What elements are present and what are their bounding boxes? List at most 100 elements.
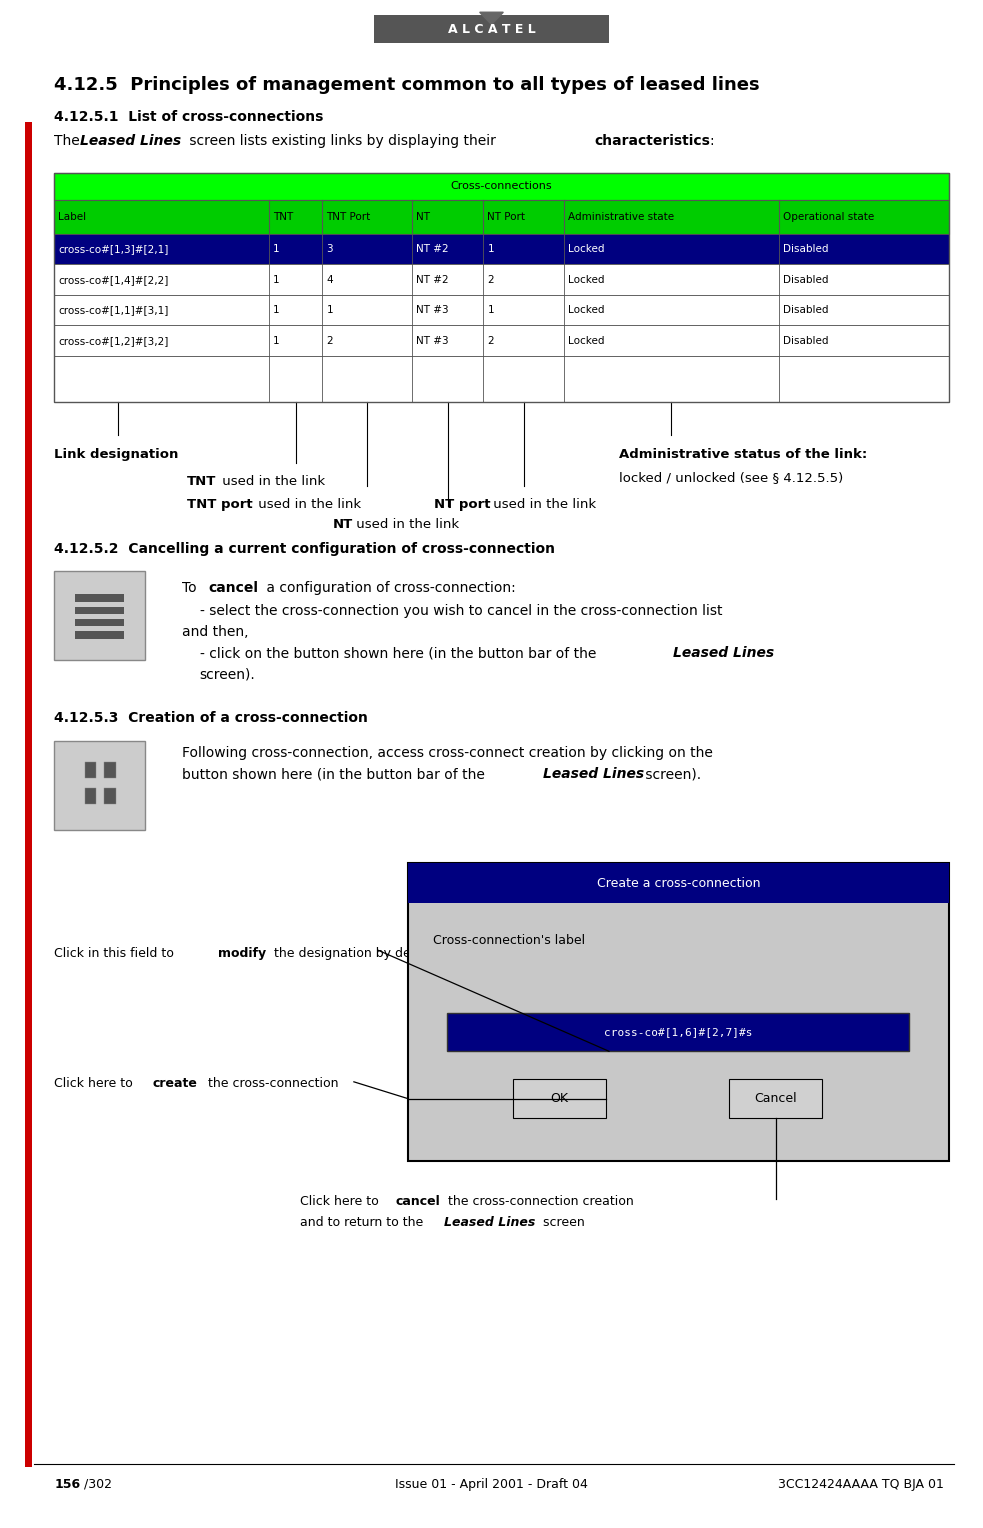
Text: 1: 1: [488, 244, 494, 254]
Bar: [54, 325, 949, 356]
Bar: [447, 1013, 909, 1051]
Bar: [104, 788, 116, 804]
Text: Cancel: Cancel: [754, 1093, 797, 1105]
Text: - select the cross-connection you wish to cancel in the cross-connection list: - select the cross-connection you wish t…: [200, 604, 723, 617]
Text: Click here to: Click here to: [300, 1195, 382, 1209]
Polygon shape: [480, 12, 503, 24]
Text: Click in this field to: Click in this field to: [54, 947, 178, 961]
Text: Operational state: Operational state: [782, 212, 874, 222]
Bar: [54, 264, 949, 295]
Text: Locked: Locked: [568, 306, 605, 315]
Text: NT: NT: [332, 518, 353, 532]
Text: OK: OK: [550, 1093, 568, 1105]
Text: Disabled: Disabled: [782, 306, 828, 315]
Text: Administrative status of the link:: Administrative status of the link:: [619, 448, 868, 461]
Bar: [54, 741, 145, 830]
Text: a configuration of cross-connection:: a configuration of cross-connection:: [262, 581, 516, 594]
Text: 4.12.5.3  Creation of a cross-connection: 4.12.5.3 Creation of a cross-connection: [54, 711, 368, 724]
Text: used in the link: used in the link: [489, 498, 596, 512]
Text: Following cross-connection, access cross-connect creation by clicking on the: Following cross-connection, access cross…: [182, 746, 713, 759]
Text: the cross-connection creation: the cross-connection creation: [444, 1195, 634, 1209]
Text: used in the link: used in the link: [352, 518, 459, 532]
Text: Locked: Locked: [568, 336, 605, 345]
Text: NT Port: NT Port: [488, 212, 525, 222]
Text: create: create: [152, 1077, 198, 1091]
Text: characteristics: characteristics: [595, 134, 711, 148]
Bar: [54, 173, 949, 200]
Text: and to return to the: and to return to the: [300, 1216, 427, 1230]
Text: cross-co#[1,3]#[2,1]: cross-co#[1,3]#[2,1]: [58, 244, 168, 254]
Text: TNT: TNT: [272, 212, 293, 222]
Text: Disabled: Disabled: [782, 336, 828, 345]
Text: 3: 3: [326, 244, 333, 254]
Text: cancel: cancel: [208, 581, 259, 594]
Text: cross-co#[1,1]#[3,1]: cross-co#[1,1]#[3,1]: [58, 306, 168, 315]
Text: 1: 1: [326, 306, 333, 315]
Text: Administrative state: Administrative state: [568, 212, 674, 222]
Text: used in the link: used in the link: [218, 475, 325, 489]
Bar: [54, 173, 949, 402]
Text: 1: 1: [272, 275, 279, 284]
Text: modify: modify: [218, 947, 266, 961]
Bar: [54, 295, 949, 325]
Text: 156: 156: [54, 1478, 81, 1491]
Text: 1: 1: [272, 336, 279, 345]
Text: Click here to: Click here to: [54, 1077, 137, 1091]
Text: cancel: cancel: [395, 1195, 440, 1209]
Bar: [513, 1079, 606, 1118]
Text: Disabled: Disabled: [782, 275, 828, 284]
Text: :: :: [710, 134, 715, 148]
Text: To: To: [182, 581, 201, 594]
Text: 1: 1: [272, 244, 279, 254]
Text: 4.12.5.2  Cancelling a current configuration of cross-connection: 4.12.5.2 Cancelling a current configurat…: [54, 542, 555, 556]
Bar: [75, 619, 124, 626]
Text: Locked: Locked: [568, 244, 605, 254]
Text: Cross-connection's label: Cross-connection's label: [433, 934, 585, 947]
Text: Disabled: Disabled: [782, 244, 828, 254]
Bar: [25, 122, 32, 1467]
Bar: [75, 594, 124, 602]
Text: screen: screen: [539, 1216, 585, 1230]
Text: locked / unlocked (see § 4.12.5.5): locked / unlocked (see § 4.12.5.5): [619, 471, 843, 484]
Text: 2: 2: [326, 336, 333, 345]
Bar: [75, 631, 124, 639]
Text: 4: 4: [326, 275, 333, 284]
Text: TNT: TNT: [187, 475, 216, 489]
Bar: [75, 607, 124, 614]
Bar: [408, 863, 949, 1161]
Bar: [104, 762, 116, 778]
Bar: [54, 571, 145, 660]
Text: the designation by default: the designation by default: [270, 947, 439, 961]
Text: /302: /302: [84, 1478, 111, 1491]
Text: 4.12.5  Principles of management common to all types of leased lines: 4.12.5 Principles of management common t…: [54, 76, 760, 95]
Text: 4.12.5.1  List of cross-connections: 4.12.5.1 List of cross-connections: [54, 110, 323, 124]
Text: Link designation: Link designation: [54, 448, 179, 461]
Bar: [728, 1079, 822, 1118]
Text: Cross-connections: Cross-connections: [450, 182, 552, 191]
Text: The: The: [54, 134, 85, 148]
Bar: [85, 762, 96, 778]
Text: 1: 1: [488, 306, 494, 315]
Text: 2: 2: [488, 275, 494, 284]
Text: NT #3: NT #3: [416, 336, 448, 345]
Text: Leased Lines: Leased Lines: [673, 646, 775, 660]
Text: Locked: Locked: [568, 275, 605, 284]
Text: and then,: and then,: [182, 625, 249, 639]
Text: used in the link: used in the link: [254, 498, 361, 512]
Text: cross-co#[1,4]#[2,2]: cross-co#[1,4]#[2,2]: [58, 275, 168, 284]
Text: A L C A T E L: A L C A T E L: [447, 23, 536, 37]
Text: TNT Port: TNT Port: [326, 212, 371, 222]
Text: NT: NT: [416, 212, 430, 222]
Bar: [54, 356, 949, 402]
Text: screen).: screen).: [641, 767, 701, 781]
Bar: [374, 15, 609, 43]
Text: - click on the button shown here (in the button bar of the: - click on the button shown here (in the…: [200, 646, 605, 660]
Text: cross-co#[1,2]#[3,2]: cross-co#[1,2]#[3,2]: [58, 336, 168, 345]
Text: Create a cross-connection: Create a cross-connection: [597, 877, 760, 889]
Text: NT #3: NT #3: [416, 306, 448, 315]
Text: Leased Lines: Leased Lines: [444, 1216, 536, 1230]
Bar: [54, 234, 949, 264]
Text: NT port: NT port: [434, 498, 491, 512]
Text: the cross-connection: the cross-connection: [204, 1077, 339, 1091]
Text: NT #2: NT #2: [416, 275, 448, 284]
